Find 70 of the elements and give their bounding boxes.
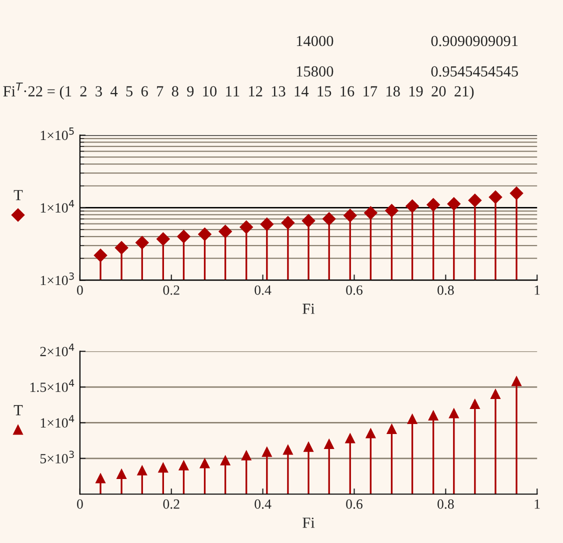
text: Fi$^{T}$·22 = (1 2 3 4 5 6 7 8 9 10 11 12 13 14 15 16 17 18 19 20 21) [3,82,474,100]
x-axis-title: Fi [302,518,315,528]
point [447,197,460,210]
point [198,228,212,241]
y-axis-title: T [14,190,23,200]
point [468,194,482,208]
point [426,198,440,212]
x-tick-label: 0.2 [163,285,180,295]
x-tick-label: 0.4 [254,285,272,295]
point [385,204,398,218]
point [94,248,108,262]
text: 0.9090909091 [431,36,518,46]
x-tick-label: 0.2 [163,499,180,509]
point [158,462,168,473]
x-tick-label: 0.6 [346,285,363,295]
point [322,212,336,226]
x-axis-title: Fi [302,304,315,314]
point [96,474,106,484]
text: 14000 [296,36,334,46]
y-tick-label: 1×10$^{3}$ [40,272,74,286]
point [344,208,357,222]
y-tick-label: 1×10$^{4}$ [40,415,74,428]
point [156,232,170,246]
point [510,186,524,200]
point [304,442,314,452]
x-tick-label: 1 [534,286,540,295]
y-tick-label: 1×10$^{4}$ [40,200,74,213]
x-tick-label: 0.4 [254,499,272,509]
point [449,408,459,418]
point [178,460,189,470]
point [324,439,334,450]
point [177,230,190,244]
point [407,414,418,424]
point [281,216,295,230]
point [260,218,274,231]
point [218,224,232,238]
x-tick-label: 0 [77,499,83,509]
point [240,220,253,234]
point [283,445,293,455]
y-tick-label: 1×10$^{5}$ [40,128,74,140]
y-tick-label: 2×10$^{4}$ [40,344,74,356]
point [200,458,210,468]
point [366,428,376,438]
point [302,214,316,228]
point [364,206,378,220]
x-tick-label: 0 [77,285,83,295]
point [512,376,522,386]
point [345,434,355,444]
y-axis-title: T [14,405,23,416]
x-tick-label: 0.8 [438,499,454,509]
point [116,469,126,479]
point [114,241,128,254]
y-tick-label: 1.5×10$^{4}$ [30,379,74,392]
point [406,200,419,213]
text: 15800 [296,66,334,77]
y-tick-label: 5×10$^{3}$ [40,450,74,464]
text: 0.9545454545 [431,66,518,77]
x-tick-label: 1 [534,499,540,509]
x-tick-label: 0.6 [346,499,363,509]
point [241,450,252,460]
point [490,389,500,400]
point [428,410,438,420]
point [220,456,230,466]
point [470,399,480,410]
x-tick-label: 0.8 [438,285,454,295]
point [137,466,147,476]
point [488,190,502,204]
point [136,236,149,250]
point [262,447,272,457]
point [386,424,397,434]
